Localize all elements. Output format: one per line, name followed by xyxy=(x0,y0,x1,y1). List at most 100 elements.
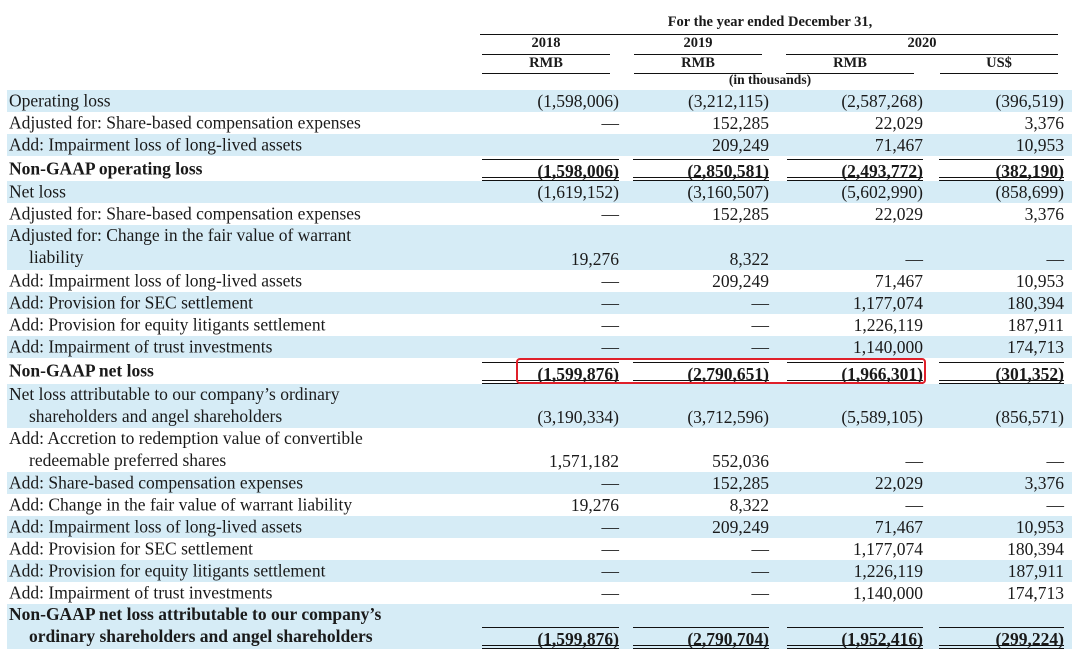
value-cell: (2,790,704) xyxy=(633,627,769,649)
row-label: Adjusted for: Share-based compensation e… xyxy=(9,113,361,134)
row-label-line: Non-GAAP operating loss xyxy=(9,158,203,178)
table-row: Adjusted for: Share-based compensation e… xyxy=(7,112,1072,134)
value-cell: 174,713 xyxy=(1007,337,1064,357)
value-cell: — xyxy=(751,293,770,313)
value-cell: 3,376 xyxy=(1024,204,1064,224)
table-row: Net loss attributable to our company’s o… xyxy=(7,384,1072,428)
value-cell: (2,493,772) xyxy=(787,159,923,181)
value-cell: 552,036 xyxy=(712,451,769,471)
value-cell: 3,376 xyxy=(1024,113,1064,133)
row-label-line: Net loss xyxy=(9,181,66,202)
row-label-line: Add: Provision for equity litigants sett… xyxy=(9,314,326,335)
period-rule xyxy=(480,34,1058,35)
value-cell: 10,953 xyxy=(1015,271,1064,291)
value-cell: 1,226,119 xyxy=(853,315,923,335)
period-title: For the year ended December 31, xyxy=(667,14,873,30)
table-row: Add: Accretion to redemption value of co… xyxy=(7,428,1072,472)
value-cell: 10,953 xyxy=(1015,517,1064,537)
value-cell: — xyxy=(601,539,620,559)
value-cell: — xyxy=(601,293,620,313)
value-cell: 1,226,119 xyxy=(853,561,923,581)
value-cell: — xyxy=(1046,451,1065,471)
row-label-line: Non-GAAP net loss attributable to our co… xyxy=(9,604,382,624)
currency-2018: RMB xyxy=(529,55,563,71)
value-cell: (1,952,416) xyxy=(787,627,923,649)
value-cell: 209,249 xyxy=(712,271,769,291)
value-cell: 19,276 xyxy=(570,249,619,269)
table-row: Add: Provision for equity litigants sett… xyxy=(7,560,1072,582)
row-label: Non-GAAP net loss attributable to our co… xyxy=(9,604,381,647)
row-label: Operating loss xyxy=(9,91,111,112)
value-cell: — xyxy=(601,517,620,537)
row-label: Add: Share-based compensation expenses xyxy=(9,473,303,494)
value-cell: 22,029 xyxy=(874,473,923,493)
table-row: Add: Impairment of trust investments — — 1,… xyxy=(7,336,1072,358)
value-cell: 1,571,182 xyxy=(549,451,619,471)
row-label: Add: Provision for SEC settlement xyxy=(9,293,253,314)
value-cell: — xyxy=(751,315,770,335)
value-cell: — xyxy=(751,561,770,581)
year-2018: 2018 xyxy=(531,35,561,51)
row-label-line: Add: Impairment loss of long-lived asset… xyxy=(9,270,303,291)
row-label-line: Add: Impairment loss of long-lived asset… xyxy=(9,516,303,537)
row-label-continuation: redeemable preferred shares xyxy=(29,449,227,470)
row-label: Net loss xyxy=(9,182,66,203)
year-rule-2018 xyxy=(482,54,610,55)
row-label-line: Add: Impairment of trust investments xyxy=(9,582,273,603)
value-cell: — xyxy=(601,473,620,493)
table-row: Adjusted for: Share-based compensation e… xyxy=(7,203,1072,225)
table-row: Add: Impairment loss of long-lived asset… xyxy=(7,270,1072,292)
value-cell: 180,394 xyxy=(1007,293,1064,313)
row-label: Add: Impairment loss of long-lived asset… xyxy=(9,135,302,156)
value-cell: (1,598,006) xyxy=(537,91,619,111)
row-label-continuation: shareholders and angel shareholders xyxy=(29,405,283,426)
value-cell: 152,285 xyxy=(712,113,769,133)
value-cell: 22,029 xyxy=(874,113,923,133)
value-cell: (1,619,152) xyxy=(537,182,619,202)
table-row: Adjusted for: Change in the fair value o… xyxy=(7,225,1072,270)
row-label-line: Add: Provision for SEC settlement xyxy=(9,538,254,559)
value-cell: 71,467 xyxy=(874,271,923,291)
value-cell: (1,598,006) xyxy=(482,159,619,181)
value-cell: (5,602,990) xyxy=(841,182,923,202)
value-cell: 209,249 xyxy=(712,517,769,537)
year-2020: 2020 xyxy=(907,35,937,51)
value-cell: (396,519) xyxy=(995,91,1064,111)
value-cell: 209,249 xyxy=(712,135,769,155)
table-row: Non-GAAP operating loss (1,598,006) (2,850… xyxy=(7,156,1072,181)
value-cell: 174,713 xyxy=(1007,583,1064,603)
row-label: Add: Provision for equity litigants sett… xyxy=(9,315,325,336)
table-row: Add: Provision for SEC settlement — — 1,177… xyxy=(7,292,1072,314)
highlight-box xyxy=(516,358,926,384)
value-cell: (5,589,105) xyxy=(841,407,923,427)
currency-rule-2020-rmb xyxy=(786,73,914,74)
row-label-continuation: liability xyxy=(29,246,84,267)
value-cell: 187,911 xyxy=(1007,561,1064,581)
row-label-line: Add: Impairment loss of long-lived asset… xyxy=(9,134,303,155)
value-cell: 22,029 xyxy=(874,204,923,224)
value-cell: — xyxy=(601,113,620,133)
value-cell: 1,177,074 xyxy=(853,539,923,559)
table-row: Add: Change in the fair value of warrant… xyxy=(7,494,1072,516)
table-row: Non-GAAP net loss attributable to our co… xyxy=(7,604,1072,649)
value-cell: 152,285 xyxy=(712,204,769,224)
value-cell: (2,850,581) xyxy=(633,159,769,181)
value-cell: 10,953 xyxy=(1015,135,1064,155)
value-cell: — xyxy=(905,249,924,269)
value-cell: (382,190) xyxy=(939,159,1064,181)
value-cell: — xyxy=(1046,495,1065,515)
value-cell: 8,322 xyxy=(729,495,769,515)
row-label-line: Operating loss xyxy=(9,90,111,111)
value-cell: — xyxy=(751,337,770,357)
value-cell: — xyxy=(601,337,620,357)
row-label-line: Add: Provision for equity litigants sett… xyxy=(9,560,326,581)
table-row: Operating loss (1,598,006) (3,212,115) (2,5… xyxy=(7,90,1072,112)
value-cell: 19,276 xyxy=(570,495,619,515)
row-label-line: Adjusted for: Share-based compensation e… xyxy=(9,112,361,133)
row-label: Net loss attributable to our company’s o… xyxy=(9,384,339,427)
row-label-line: Add: Accretion to redemption value of co… xyxy=(9,428,363,448)
currency-2020-rmb: RMB xyxy=(833,55,867,71)
value-cell: 1,177,074 xyxy=(853,293,923,313)
value-cell: 180,394 xyxy=(1007,539,1064,559)
